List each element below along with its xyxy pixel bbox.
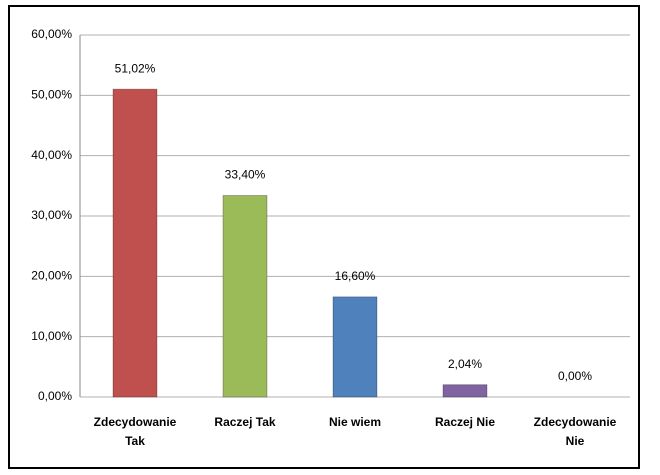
value-label: 0,00% — [558, 369, 592, 383]
value-label: 2,04% — [448, 357, 482, 371]
y-tick-label: 50,00% — [31, 88, 72, 102]
y-tick-label: 60,00% — [31, 27, 72, 41]
y-tick-label: 40,00% — [31, 148, 72, 162]
x-tick-label: Zdecydowanie Nie — [533, 415, 617, 448]
y-tick-label: 30,00% — [31, 208, 72, 222]
value-label: 33,40% — [225, 168, 266, 182]
value-label: 16,60% — [335, 269, 376, 283]
bar — [222, 194, 268, 398]
chart-border — [8, 5, 640, 469]
y-tick-label: 20,00% — [31, 269, 72, 283]
value-label: 51,02% — [115, 61, 156, 75]
y-tick-label: 0,00% — [38, 389, 72, 403]
bar — [332, 296, 378, 398]
x-tick-label: Zdecydowanie Tak — [93, 415, 177, 448]
x-tick-label: Nie wiem — [328, 415, 382, 429]
bar — [112, 88, 158, 398]
bar — [442, 384, 488, 398]
y-tick-label: 10,00% — [31, 329, 72, 343]
x-tick-label: Raczej Nie — [434, 415, 496, 429]
x-tick-label: Raczej Tak — [214, 415, 276, 429]
